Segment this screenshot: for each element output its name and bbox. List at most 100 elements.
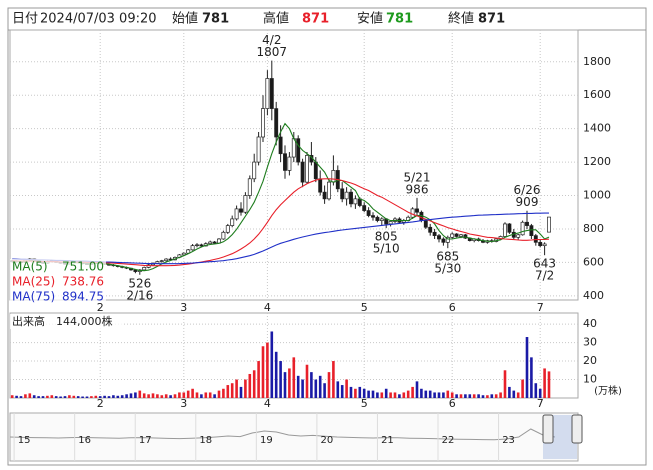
volume-bar [534, 383, 538, 398]
candle-body [155, 261, 160, 264]
navigator-label: 20 [321, 435, 334, 446]
candle-body [432, 231, 437, 236]
volume-bar [270, 331, 274, 398]
annotation-date: 5/21 [404, 170, 431, 184]
volume-bar [217, 390, 221, 398]
volume-bar [107, 396, 111, 398]
volume-bar [310, 372, 313, 398]
annotation-date: 7/2 [535, 269, 554, 283]
volume-bar [499, 392, 502, 398]
volume-bar [186, 390, 190, 398]
open-label: 始値 [172, 11, 198, 27]
volume-bar [230, 383, 234, 398]
candle-body [322, 191, 327, 200]
candle-body [516, 234, 521, 238]
volume-bar [120, 395, 124, 398]
candle-body [318, 178, 323, 193]
volume-bar [455, 394, 458, 398]
volume-bar [362, 388, 366, 398]
volume-bar [59, 396, 62, 398]
volume-bar [512, 390, 516, 398]
navigator-label: 18 [199, 435, 212, 446]
volume-bar [81, 396, 84, 398]
volume-bar [156, 394, 159, 398]
candle-body [313, 161, 318, 180]
volume-bar [314, 379, 318, 398]
x-tick-label: 4 [264, 301, 271, 314]
volume-bar [406, 390, 410, 398]
annotation-date: 6/26 [514, 183, 541, 197]
candle-body [164, 258, 169, 262]
annotation-date: 5/30 [434, 262, 461, 276]
volume-bar [134, 392, 137, 398]
candle-body [252, 161, 257, 180]
volume-tick-label: 40 [583, 317, 597, 330]
volume-bar [222, 388, 225, 398]
volume-bar [76, 396, 80, 398]
volume-bar [402, 392, 406, 398]
candle-body [533, 235, 538, 243]
volume-bar [46, 395, 49, 398]
volume-tick-label: 10 [583, 373, 597, 386]
volume-bar [380, 392, 384, 398]
candle-body [287, 156, 292, 171]
volume-label-box [10, 314, 122, 329]
volume-bar [521, 379, 524, 398]
x-tick-label: 2 [97, 397, 104, 410]
volume-bar [54, 396, 58, 398]
volume-bar [332, 361, 335, 398]
volume-bar [274, 351, 278, 398]
navigator-handle-left[interactable] [542, 414, 554, 444]
y-tick-label: 1400 [583, 122, 611, 135]
volume-bar [226, 385, 230, 398]
candle-body [547, 216, 551, 233]
volume-bar [288, 368, 291, 398]
volume-bar [358, 386, 362, 398]
legend-name: MA(75) [12, 290, 55, 304]
candle-body [437, 235, 441, 240]
volume-bar [98, 396, 102, 398]
candle-body [520, 221, 525, 236]
volume-bar [508, 386, 511, 398]
annotation-value: 1807 [257, 45, 288, 59]
candle-body [507, 223, 512, 233]
candle-body [247, 178, 252, 196]
volume-bar [19, 396, 23, 398]
navigator-label: 19 [260, 435, 273, 446]
candle-body [181, 252, 186, 256]
volume-bar [371, 390, 375, 398]
high-label: 高値 [263, 11, 289, 27]
annotation-value: 805 [375, 230, 398, 244]
volume-bar [164, 394, 168, 398]
volume-bar [125, 394, 128, 398]
volume-bar [543, 368, 546, 398]
navigator-label: 17 [139, 435, 152, 446]
candle-body [375, 216, 380, 221]
legend-value: 751.00 [62, 260, 104, 274]
candle-body [423, 220, 428, 228]
navigator-label: 23 [502, 435, 515, 446]
navigator-handle-right[interactable] [571, 414, 583, 444]
volume-bar [437, 392, 441, 398]
volume-bar [336, 381, 340, 398]
volume-bar [494, 394, 498, 398]
volume-bar [516, 392, 520, 398]
volume-bar [442, 392, 445, 398]
volume-bar [213, 394, 216, 398]
volume-bar [129, 393, 133, 398]
candle-body [239, 208, 243, 213]
close-label: 終値 [448, 11, 474, 27]
legend-value: 894.75 [62, 290, 104, 304]
volume-bar [90, 396, 93, 398]
volume-now: 144,000株 [56, 314, 113, 328]
volume-bar [472, 394, 476, 398]
x-tick-label: 5 [361, 397, 368, 410]
candle-body [300, 161, 305, 183]
volume-bar [301, 379, 304, 398]
datetime: 2024/07/03 09:20 [40, 12, 157, 27]
low-label: 安値 [357, 11, 383, 27]
open-value: 781 [202, 12, 229, 27]
candle-body [243, 195, 248, 213]
volume-bar [305, 364, 309, 398]
volume-bar [318, 375, 322, 398]
